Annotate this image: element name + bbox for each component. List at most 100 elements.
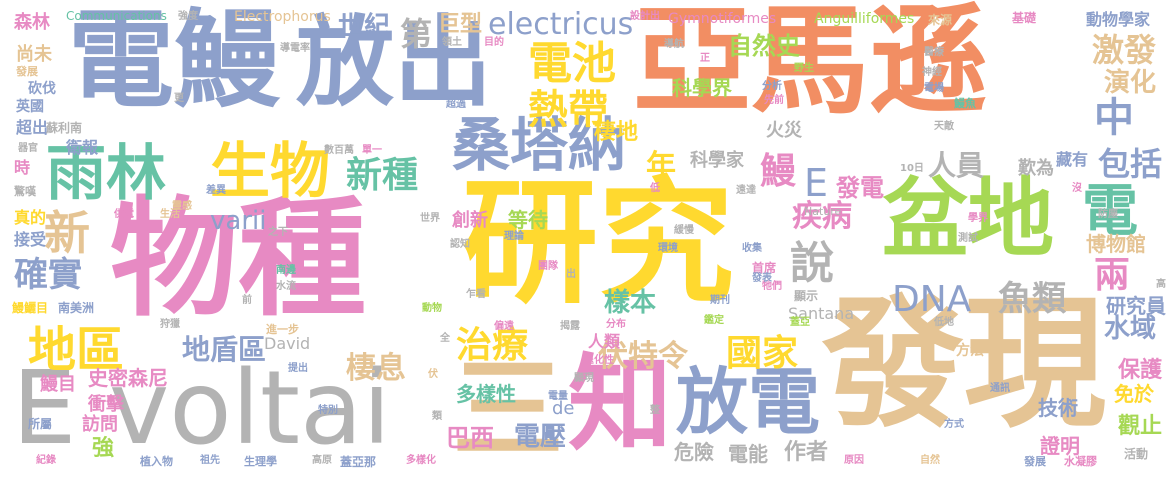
word: 分布 bbox=[606, 319, 626, 330]
word: 創新 bbox=[452, 210, 488, 231]
word: 單一 bbox=[362, 145, 382, 156]
word: 差異 bbox=[206, 185, 226, 196]
word: 地盾區 bbox=[182, 333, 267, 366]
word: 沒 bbox=[1072, 183, 1082, 194]
word: 退化性 bbox=[584, 355, 614, 366]
word: 水凝膠 bbox=[1064, 455, 1097, 468]
word: 發展 bbox=[1024, 455, 1046, 468]
word: 類 bbox=[432, 411, 442, 422]
word: 進一步 bbox=[266, 323, 299, 336]
word: 之下 bbox=[268, 227, 288, 238]
word: 水域 bbox=[1104, 314, 1157, 344]
word: electricus bbox=[488, 7, 634, 42]
word: 治療 bbox=[456, 325, 529, 366]
word: 博物館 bbox=[1086, 232, 1146, 256]
word: 植入物 bbox=[140, 455, 173, 468]
word: 水流 bbox=[276, 281, 296, 292]
word: 生活 bbox=[160, 209, 180, 220]
word: 出 bbox=[566, 269, 576, 280]
word: 雨林 bbox=[46, 139, 166, 209]
word: 研究員 bbox=[1106, 294, 1166, 318]
word: 超出 bbox=[16, 118, 49, 137]
word: 強度 bbox=[178, 11, 198, 22]
word: 說 bbox=[790, 238, 834, 289]
word: 免於 bbox=[1114, 382, 1154, 406]
word: 揭露 bbox=[560, 321, 580, 332]
word: 觀止 bbox=[1118, 414, 1163, 439]
word: 亞馬遜 bbox=[633, 0, 988, 130]
word: 電壓 bbox=[514, 422, 567, 452]
word: Electrophorus bbox=[234, 9, 331, 25]
word: 電 bbox=[1082, 179, 1138, 244]
word: 特別 bbox=[318, 405, 338, 416]
word: 低 bbox=[650, 183, 660, 194]
word: 伏特令 bbox=[598, 339, 688, 374]
word: 方法 bbox=[956, 343, 984, 359]
word: 蘇利南 bbox=[46, 121, 83, 135]
word: 學界 bbox=[968, 213, 988, 224]
word: 新 bbox=[44, 206, 90, 260]
word: 研究 bbox=[462, 165, 734, 323]
word: 活動 bbox=[1124, 447, 1149, 461]
word: 包括 bbox=[1098, 145, 1163, 183]
word: 天敵 bbox=[934, 121, 954, 132]
word: 設計出 bbox=[630, 11, 660, 22]
word: 熱帶 bbox=[528, 87, 608, 133]
word: 知 bbox=[568, 343, 673, 465]
word: 防塵 bbox=[1098, 209, 1118, 220]
word: 時 bbox=[14, 158, 31, 177]
word: 中 bbox=[1094, 95, 1134, 141]
word: 激發 bbox=[1092, 31, 1157, 69]
word: 電鰻 bbox=[68, 0, 280, 122]
word: 危險 bbox=[674, 440, 714, 464]
word: 前 bbox=[242, 295, 252, 306]
word: Communications bbox=[66, 9, 167, 23]
word: 世界 bbox=[420, 213, 440, 224]
word: 強 bbox=[92, 436, 115, 461]
word: 動物學家 bbox=[1086, 10, 1151, 29]
word: 醫療 bbox=[924, 47, 944, 58]
word: 祖先 bbox=[200, 455, 220, 466]
word: 作者 bbox=[784, 440, 829, 465]
word: varii bbox=[210, 206, 267, 236]
word: 所屬 bbox=[28, 417, 53, 431]
word: 第 bbox=[400, 15, 433, 53]
word: 團隊 bbox=[538, 261, 558, 272]
word: 蓋亞那 bbox=[340, 455, 377, 469]
word: 自然 bbox=[920, 455, 940, 466]
word: 牠們 bbox=[762, 281, 782, 292]
word: 三 bbox=[452, 345, 564, 475]
word: 巨型 bbox=[438, 12, 483, 37]
word: 多樣性 bbox=[456, 382, 516, 406]
word: 測試 bbox=[958, 233, 978, 244]
word: 森林 bbox=[14, 12, 50, 33]
word: 訪問 bbox=[82, 414, 118, 435]
word: 棲息 bbox=[346, 351, 406, 386]
word: 保護 bbox=[1118, 358, 1163, 383]
word: de bbox=[552, 398, 575, 419]
word: 南美洲 bbox=[58, 301, 95, 315]
word: 新種 bbox=[346, 155, 419, 196]
word: 年 bbox=[646, 149, 676, 184]
word: 整 bbox=[650, 405, 660, 416]
word: 鰻目 bbox=[40, 374, 76, 395]
word: 尚未 bbox=[16, 44, 52, 65]
word: 衛報 bbox=[66, 138, 99, 157]
word: 超過 bbox=[446, 99, 466, 110]
word: 器官 bbox=[18, 143, 38, 154]
word: 遠達 bbox=[736, 185, 756, 196]
word: 10日 bbox=[900, 163, 924, 174]
word: 正 bbox=[700, 53, 710, 64]
word: 接受 bbox=[14, 230, 47, 249]
word: 先前 bbox=[764, 95, 784, 106]
word: 蓋亞 bbox=[790, 317, 810, 328]
word: E voltai bbox=[12, 349, 391, 468]
word: 世紀 bbox=[338, 12, 391, 42]
word: 發現 bbox=[822, 282, 1106, 447]
word: 火災 bbox=[766, 120, 802, 141]
word: 證明 bbox=[1040, 434, 1080, 458]
word: Nature bbox=[804, 205, 842, 218]
word: 基礎 bbox=[1012, 11, 1037, 25]
word: 發電 bbox=[836, 174, 884, 202]
